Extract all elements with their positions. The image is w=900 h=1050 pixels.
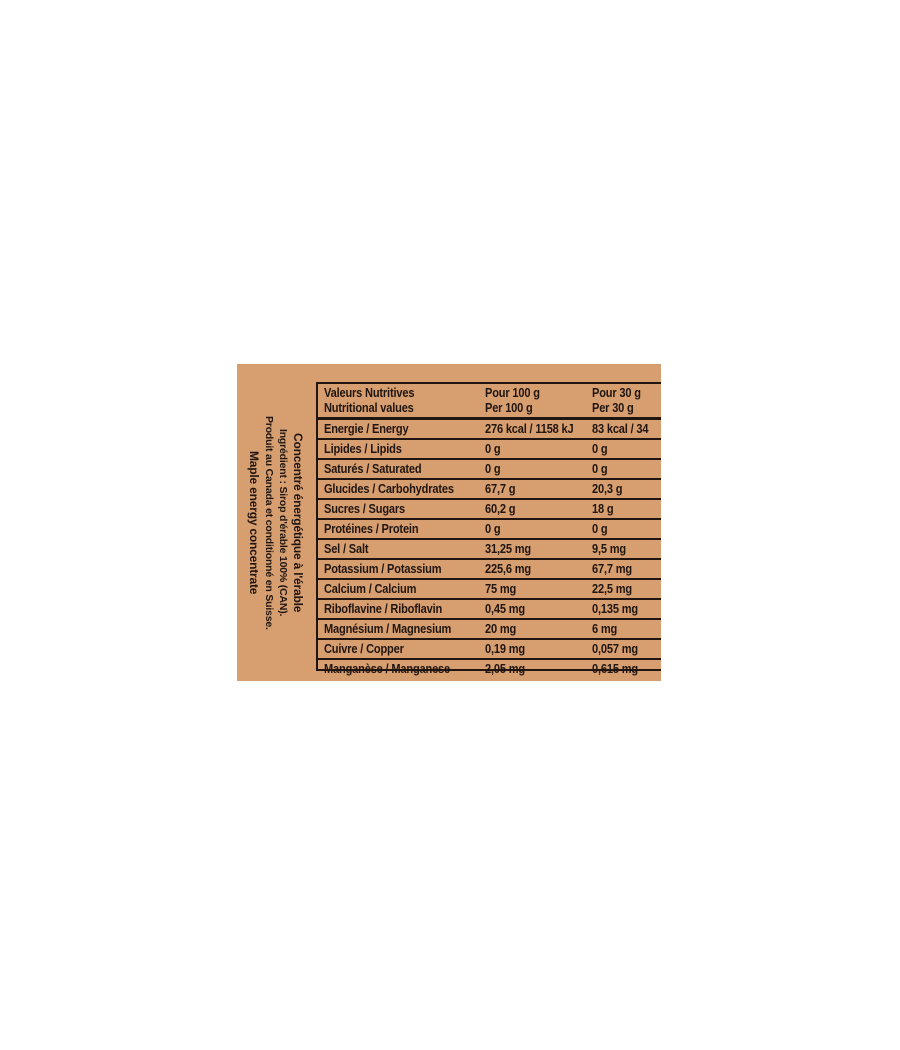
row-per30: 0,057 mg: [592, 641, 638, 656]
row-per30: 18 g: [592, 501, 614, 516]
row-label: Manganèse / Manganese: [324, 661, 451, 676]
row-per100: 0,19 mg: [485, 641, 525, 656]
row-per100: 67,7 g: [485, 481, 516, 496]
header-per100-en: Per 100 g: [485, 399, 533, 415]
row-per100: 0 g: [485, 521, 501, 536]
row-per100: 0 g: [485, 461, 501, 476]
row-per30: 67,7 mg: [592, 561, 632, 576]
row-per100: 31,25 mg: [485, 541, 531, 556]
row-label: Potassium / Potassium: [324, 561, 442, 576]
table-row-magnesium: Magnésium / Magnesium 20 mg 6 mg: [318, 618, 661, 638]
row-label: Saturés / Saturated: [324, 461, 422, 476]
row-label: Cuivre / Copper: [324, 641, 404, 656]
row-label: Magnésium / Magnesium: [324, 621, 452, 636]
row-label: Riboflavine / Riboflavin: [324, 601, 443, 616]
header-name-en: Nutritional values: [324, 399, 414, 415]
row-label: Sucres / Sugars: [324, 501, 405, 516]
row-per100: 0,45 mg: [485, 601, 525, 616]
row-label: Energie / Energy: [324, 421, 409, 436]
row-per30: 0,615 mg: [592, 661, 638, 676]
ingredients-line: Ingrédient : Sirop d'érable 100% (CAN).: [277, 428, 289, 617]
table-row-calcium: Calcium / Calcium 75 mg 22,5 mg: [318, 578, 661, 598]
header-per100-column: Pour 100 g Per 100 g: [485, 385, 592, 415]
row-per100: 75 mg: [485, 581, 517, 596]
header-per100-fr: Pour 100 g: [485, 385, 540, 400]
row-per100: 60,2 g: [485, 501, 516, 516]
header-per30-fr: Pour 30 g: [592, 385, 641, 400]
table-row-salt: Sel / Salt 31,25 mg 9,5 mg: [318, 538, 661, 558]
row-per100: 2,05 mg: [485, 661, 525, 676]
row-label: Lipides / Lipids: [324, 441, 402, 456]
row-label: Calcium / Calcium: [324, 581, 417, 596]
table-row-protein: Protéines / Protein 0 g 0 g: [318, 518, 661, 538]
row-per30: 0 g: [592, 461, 608, 476]
table-row-potassium: Potassium / Potassium 225,6 mg 67,7 mg: [318, 558, 661, 578]
table-row-manganese: Manganèse / Manganese 2,05 mg 0,615 mg: [318, 658, 661, 678]
header-per30-en: Per 30 g: [592, 399, 634, 415]
row-per30: 9,5 mg: [592, 541, 626, 556]
row-per30: 0 g: [592, 441, 608, 456]
row-label: Sel / Salt: [324, 541, 369, 556]
product-title-en: Maple energy concentrate: [247, 450, 261, 595]
nutrition-table-header: Valeurs Nutritives Nutritional values Po…: [318, 384, 661, 420]
header-name-fr: Valeurs Nutritives: [324, 385, 415, 400]
row-label: Glucides / Carbohydrates: [324, 481, 454, 496]
header-name-column: Valeurs Nutritives Nutritional values: [318, 385, 485, 415]
row-label: Protéines / Protein: [324, 521, 419, 536]
table-row-saturated: Saturés / Saturated 0 g 0 g: [318, 458, 661, 478]
table-row-riboflavin: Riboflavine / Riboflavin 0,45 mg 0,135 m…: [318, 598, 661, 618]
row-per30: 22,5 mg: [592, 581, 632, 596]
table-row-carbohydrates: Glucides / Carbohydrates 67,7 g 20,3 g: [318, 478, 661, 498]
row-per100: 0 g: [485, 441, 501, 456]
row-per30: 0 g: [592, 521, 608, 536]
table-row-copper: Cuivre / Copper 0,19 mg 0,057 mg: [318, 638, 661, 658]
table-row-energy: Energie / Energy 276 kcal / 1158 kJ 83 k…: [318, 420, 661, 438]
table-row-sugars: Sucres / Sugars 60,2 g 18 g: [318, 498, 661, 518]
label-side-text: Concentré énergétique à l'érable Ingrédi…: [237, 364, 316, 681]
table-row-lipids: Lipides / Lipids 0 g 0 g: [318, 438, 661, 458]
row-per30: 83 kcal / 34: [592, 421, 649, 436]
row-per30: 6 mg: [592, 621, 618, 636]
product-label: Concentré énergétique à l'érable Ingrédi…: [237, 364, 661, 681]
header-per30-column: Pour 30 g Per 30 g: [592, 385, 661, 415]
row-per100: 20 mg: [485, 621, 517, 636]
origin-line: Produit au Canada et conditionné en Suis…: [263, 415, 275, 630]
row-per30: 0,135 mg: [592, 601, 638, 616]
row-per30: 20,3 g: [592, 481, 623, 496]
row-per100: 276 kcal / 1158 kJ: [485, 421, 574, 436]
product-title-fr: Concentré énergétique à l'érable: [291, 432, 305, 613]
nutrition-table: Valeurs Nutritives Nutritional values Po…: [316, 382, 661, 676]
row-per100: 225,6 mg: [485, 561, 531, 576]
